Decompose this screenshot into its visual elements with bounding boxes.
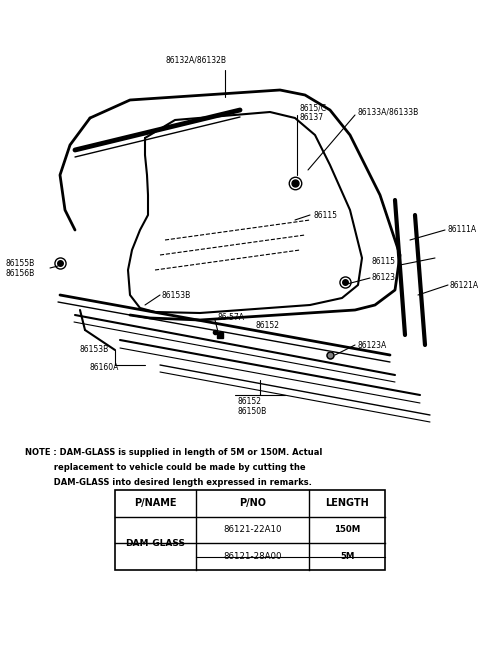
Text: 86111A: 86111A <box>447 225 476 235</box>
Text: LENGTH: LENGTH <box>325 498 369 509</box>
Text: 86115: 86115 <box>313 210 337 219</box>
Text: 8615/C: 8615/C <box>300 104 327 112</box>
Text: 86156B: 86156B <box>5 269 34 277</box>
Text: 86160A: 86160A <box>90 363 120 373</box>
Bar <box>115 490 385 570</box>
Text: P/NAME: P/NAME <box>134 498 177 509</box>
Text: DAM-GLASS into desired length expressed in remarks.: DAM-GLASS into desired length expressed … <box>25 478 312 487</box>
Text: 86123A: 86123A <box>358 340 387 350</box>
Text: 86153B: 86153B <box>162 290 191 300</box>
Text: 86132A/86132B: 86132A/86132B <box>165 55 226 64</box>
Text: 86155B: 86155B <box>5 258 34 267</box>
Text: 86137: 86137 <box>300 114 324 122</box>
Text: 86121-28A00: 86121-28A00 <box>224 552 282 561</box>
Text: P/NO: P/NO <box>239 498 266 509</box>
Text: 86153B: 86153B <box>80 346 109 355</box>
Text: 86·57A: 86·57A <box>217 313 244 323</box>
Text: replacement to vehicle could be made by cutting the: replacement to vehicle could be made by … <box>25 463 306 472</box>
Text: 86150B: 86150B <box>238 407 267 417</box>
Text: 86123: 86123 <box>372 273 396 283</box>
Text: NOTE : DAM-GLASS is supplied in length of 5M or 150M. Actual: NOTE : DAM-GLASS is supplied in length o… <box>25 448 323 457</box>
Text: DAM-GLASS: DAM-GLASS <box>125 539 185 548</box>
Text: 86152: 86152 <box>238 397 262 407</box>
Text: 86121-22A10: 86121-22A10 <box>224 526 282 535</box>
Text: 86133A/86133B: 86133A/86133B <box>358 108 419 116</box>
Text: 86121A: 86121A <box>450 281 479 290</box>
Text: 150M: 150M <box>334 526 360 535</box>
Text: 86152: 86152 <box>255 321 279 330</box>
Text: 86115: 86115 <box>371 258 395 267</box>
Text: 5M: 5M <box>340 552 354 561</box>
